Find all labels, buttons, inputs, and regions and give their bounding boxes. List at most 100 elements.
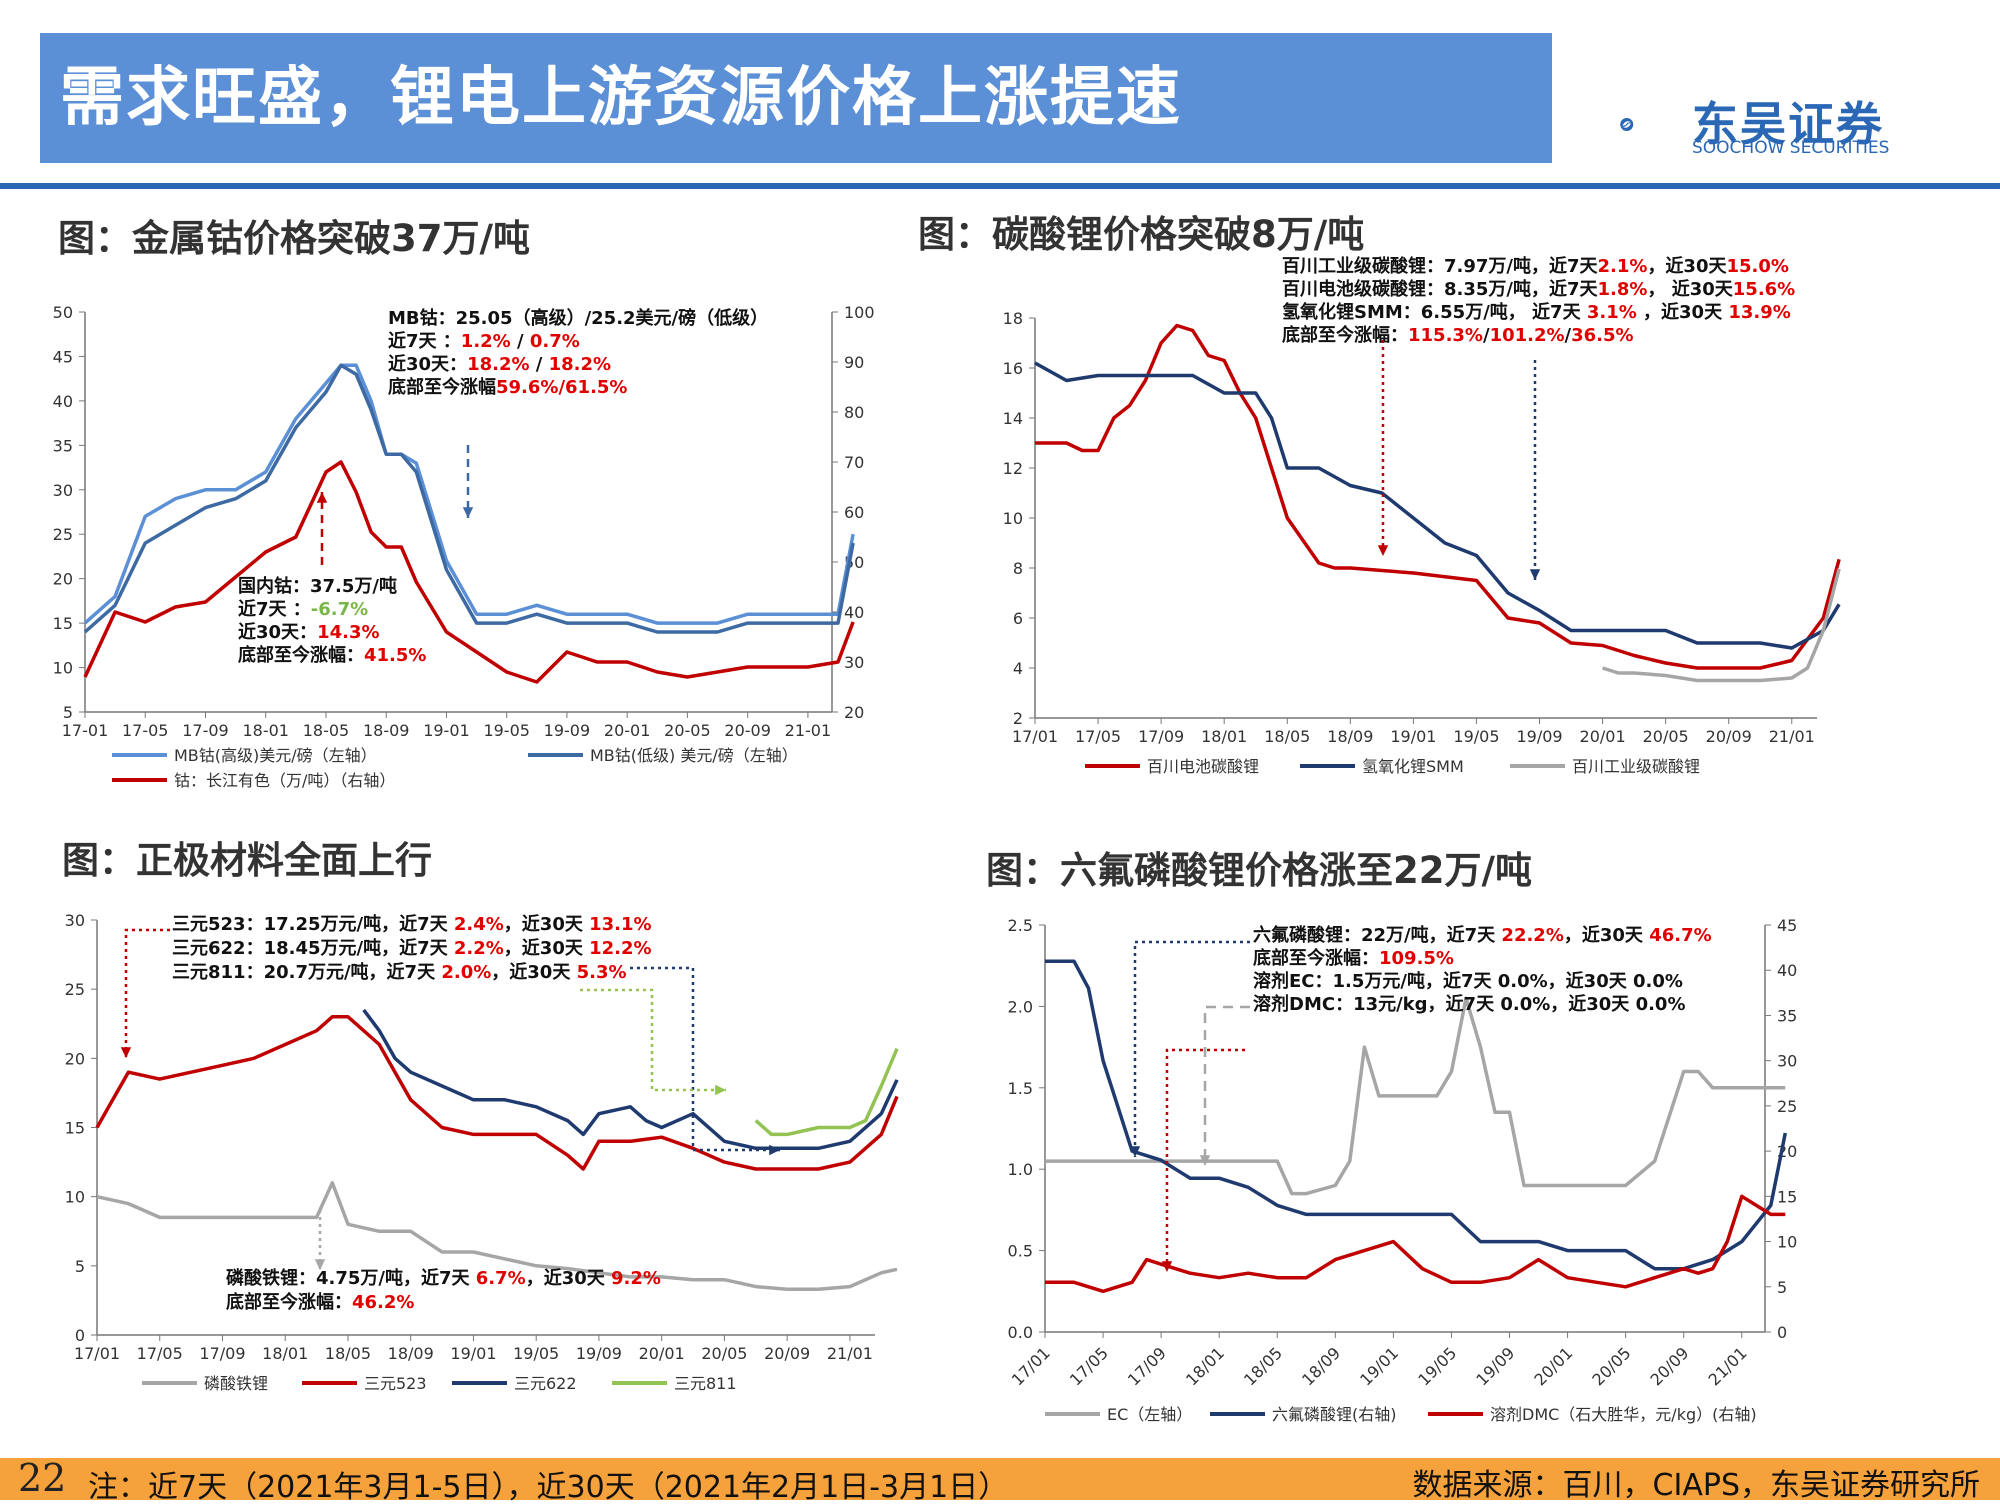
lc-legend-0-label: 百川电池碳酸锂 [1147, 757, 1259, 776]
cat-legend-0-label: 磷酸铁锂 [204, 1374, 268, 1393]
cobalt-x-tick-label: 17-01 [62, 721, 109, 740]
lipf-annot-0-part-0: 六氟磷酸锂：22万/吨，近7天 [1253, 924, 1501, 946]
cobalt-series-0 [83, 363, 855, 625]
cat-annot-top-1-part-2: ，近30天 [504, 937, 589, 959]
cat-x-tick-label: 19/05 [513, 1344, 559, 1363]
cobalt-annot-6-part-0: 近7天 ： [238, 598, 311, 620]
lipf-arrow-gray-head [1199, 1155, 1211, 1166]
cat-y-tick-label: 10 [65, 1188, 85, 1207]
cat-annot-top-0-part-2: ，近30天 [504, 913, 589, 935]
lipf-y-tick-label: 2.5 [1008, 916, 1033, 935]
cobalt-y-tick-label-right: 80 [844, 403, 864, 422]
cat-annot-top-2-part-3: 5.3% [577, 962, 627, 983]
lc-series-0 [1035, 323, 1841, 670]
cat-x-tick-label: 18/09 [388, 1344, 434, 1363]
cobalt-annot-2-part-1: 1.2% [461, 331, 511, 352]
cat-annot-top-0-part-3: 13.1% [589, 914, 651, 935]
lipf-x-tick-label: 17/05 [1066, 1343, 1112, 1389]
cobalt-y-tick-label-right: 60 [844, 503, 864, 522]
page-title: 需求旺盛，锂电上游资源价格上涨提速 [60, 61, 1182, 135]
cobalt-legend-0-label: MB钴(高级)美元/磅（左轴） [174, 746, 377, 765]
lipf-y-tick-label-right: 0 [1777, 1323, 1787, 1342]
lc-annot-0-part-0: 百川工业级碳酸锂：7.97万/吨，近7天 [1282, 255, 1599, 277]
lc-legend-1-label: 氢氧化锂SMM [1362, 757, 1464, 776]
cat-x-tick-label: 17/09 [199, 1344, 245, 1363]
lc-x-tick-label: 20/05 [1643, 727, 1689, 746]
lipf-y-tick-label-right: 15 [1777, 1187, 1797, 1206]
cobalt-y-tick-label: 45 [53, 347, 73, 366]
lipf-x-tick-label: 19/05 [1414, 1343, 1460, 1389]
cat-annot-top-0-part-0: 三元523：17.25万元/吨，近7天 [172, 913, 454, 935]
cobalt-annot-3-part-3: 18.2% [549, 354, 611, 375]
lc-annot-0: 百川工业级碳酸锂：7.97万/吨，近7天2.1%，近30天15.0% [1282, 255, 1789, 277]
lipf-annot-3: 溶剂DMC：13元/kg，近7天 0.0%，近30天 0.0% [1253, 993, 1686, 1015]
lc-y-tick-label: 4 [1013, 659, 1023, 678]
lc-annot-1-part-1: 1.8% [1598, 279, 1648, 300]
lc-annot-2-part-1: 3.1% [1587, 302, 1637, 323]
cobalt-annot-8-part-1: 41.5% [364, 645, 426, 666]
cat-y-tick-label: 30 [65, 911, 85, 930]
logo-text-en: SOOCHOW SECURITIES [1692, 138, 1890, 158]
lipf-y-tick-label-right: 25 [1777, 1097, 1797, 1116]
cat-arrow-green [580, 988, 726, 1092]
lipf-x-tick-label: 17/09 [1124, 1343, 1170, 1389]
cobalt-arrow-red-head [316, 492, 328, 503]
cat-arrow-red [124, 928, 170, 1058]
cat-series-3 [754, 1048, 899, 1137]
lipf-x-tick-label: 20/09 [1646, 1343, 1692, 1389]
cobalt-annot-3-part-2: / [530, 354, 549, 375]
lc-annot-3-part-3: 101.2% [1490, 325, 1565, 346]
cat-x-tick-label: 17/01 [74, 1344, 120, 1363]
cobalt-annot-3-part-1: 18.2% [467, 354, 529, 375]
lc-x-tick-label: 18/09 [1327, 727, 1373, 746]
cobalt-x-tick-label: 19-01 [423, 721, 470, 740]
lipf-y-tick-label: 2.0 [1008, 997, 1033, 1016]
cat-y-tick-label: 0 [75, 1326, 85, 1345]
lipf-y-tick-label-right: 35 [1777, 1006, 1797, 1025]
cobalt-x-tick-label: 18-05 [303, 721, 350, 740]
cat-annot-bottom-0-part-0: 磷酸铁锂：4.75万/吨，近7天 [226, 1267, 476, 1289]
lipf-arrow-red-head [1161, 1261, 1173, 1272]
lipf-x-tick-label: 21/01 [1705, 1343, 1751, 1389]
cobalt-y-tick-label: 5 [63, 703, 73, 722]
cat-x-tick-label: 21/01 [827, 1344, 873, 1363]
cat-arrow-green-head [715, 1084, 726, 1096]
lipf-x-tick-label: 20/05 [1588, 1343, 1634, 1389]
lc-annot-2-part-3: 13.9% [1728, 302, 1790, 323]
lc-y-tick-label: 14 [1003, 409, 1023, 428]
cobalt-annot-4-part-1: 59.6%/61.5% [496, 377, 627, 398]
cobalt-annot-4: 底部至今涨幅59.6%/61.5% [388, 376, 627, 398]
lc-annot-2: 氢氧化锂SMM：6.55万/吨， 近7天 3.1% ，近30天 13.9% [1282, 301, 1791, 323]
lipf-series-1 [1045, 959, 1788, 1271]
cobalt-x-tick-label: 20-05 [664, 721, 711, 740]
cobalt-annot-3: 近30天：18.2% / 18.2% [388, 353, 611, 375]
cobalt-series-1 [83, 363, 855, 634]
lc-y-tick-label: 16 [1003, 359, 1023, 378]
lc-x-tick-label: 17/05 [1075, 727, 1121, 746]
lc-x-tick-label: 19/09 [1516, 727, 1562, 746]
cobalt-x-tick-label: 17-09 [182, 721, 229, 740]
lc-y-tick-label: 2 [1013, 709, 1023, 728]
lc-series-1 [1034, 361, 1841, 650]
cat-x-tick-label: 20/05 [701, 1344, 747, 1363]
lc-annot-3-part-1: 115.3% [1408, 325, 1483, 346]
lipf-series-2 [1045, 1194, 1786, 1294]
cobalt-x-tick-label: 18-09 [363, 721, 410, 740]
cat-annot-top-1-part-1: 2.2% [454, 938, 504, 959]
lipf-annot-0-part-1: 22.2% [1501, 925, 1563, 946]
cobalt-y-tick-label-right: 40 [844, 603, 864, 622]
lipf-series-0 [1045, 996, 1786, 1196]
cat-series-0 [96, 1181, 898, 1292]
cobalt-y-tick-label-right: 30 [844, 653, 864, 672]
cat-annot-top-2-part-0: 三元811：20.7万元/吨，近7天 [172, 961, 441, 983]
lc-annot-1: 百川电池级碳酸锂：8.35万/吨，近7天1.8%， 近30天15.6% [1282, 278, 1795, 300]
cobalt-x-tick-label: 19-05 [483, 721, 530, 740]
lc-x-tick-label: 17/01 [1012, 727, 1058, 746]
cobalt-x-tick-label: 21-01 [785, 721, 832, 740]
cobalt-annot-6: 近7天 ：-6.7% [238, 598, 368, 620]
cat-x-tick-label: 19/01 [450, 1344, 496, 1363]
cat-legend-3-label: 三元811 [674, 1374, 737, 1393]
lipf-annot-0-part-3: 46.7% [1649, 925, 1711, 946]
lipf-y-tick-label: 0.5 [1008, 1242, 1033, 1261]
cobalt-legend-2-label: 钴：长江有色（万/吨）（右轴） [174, 771, 395, 790]
